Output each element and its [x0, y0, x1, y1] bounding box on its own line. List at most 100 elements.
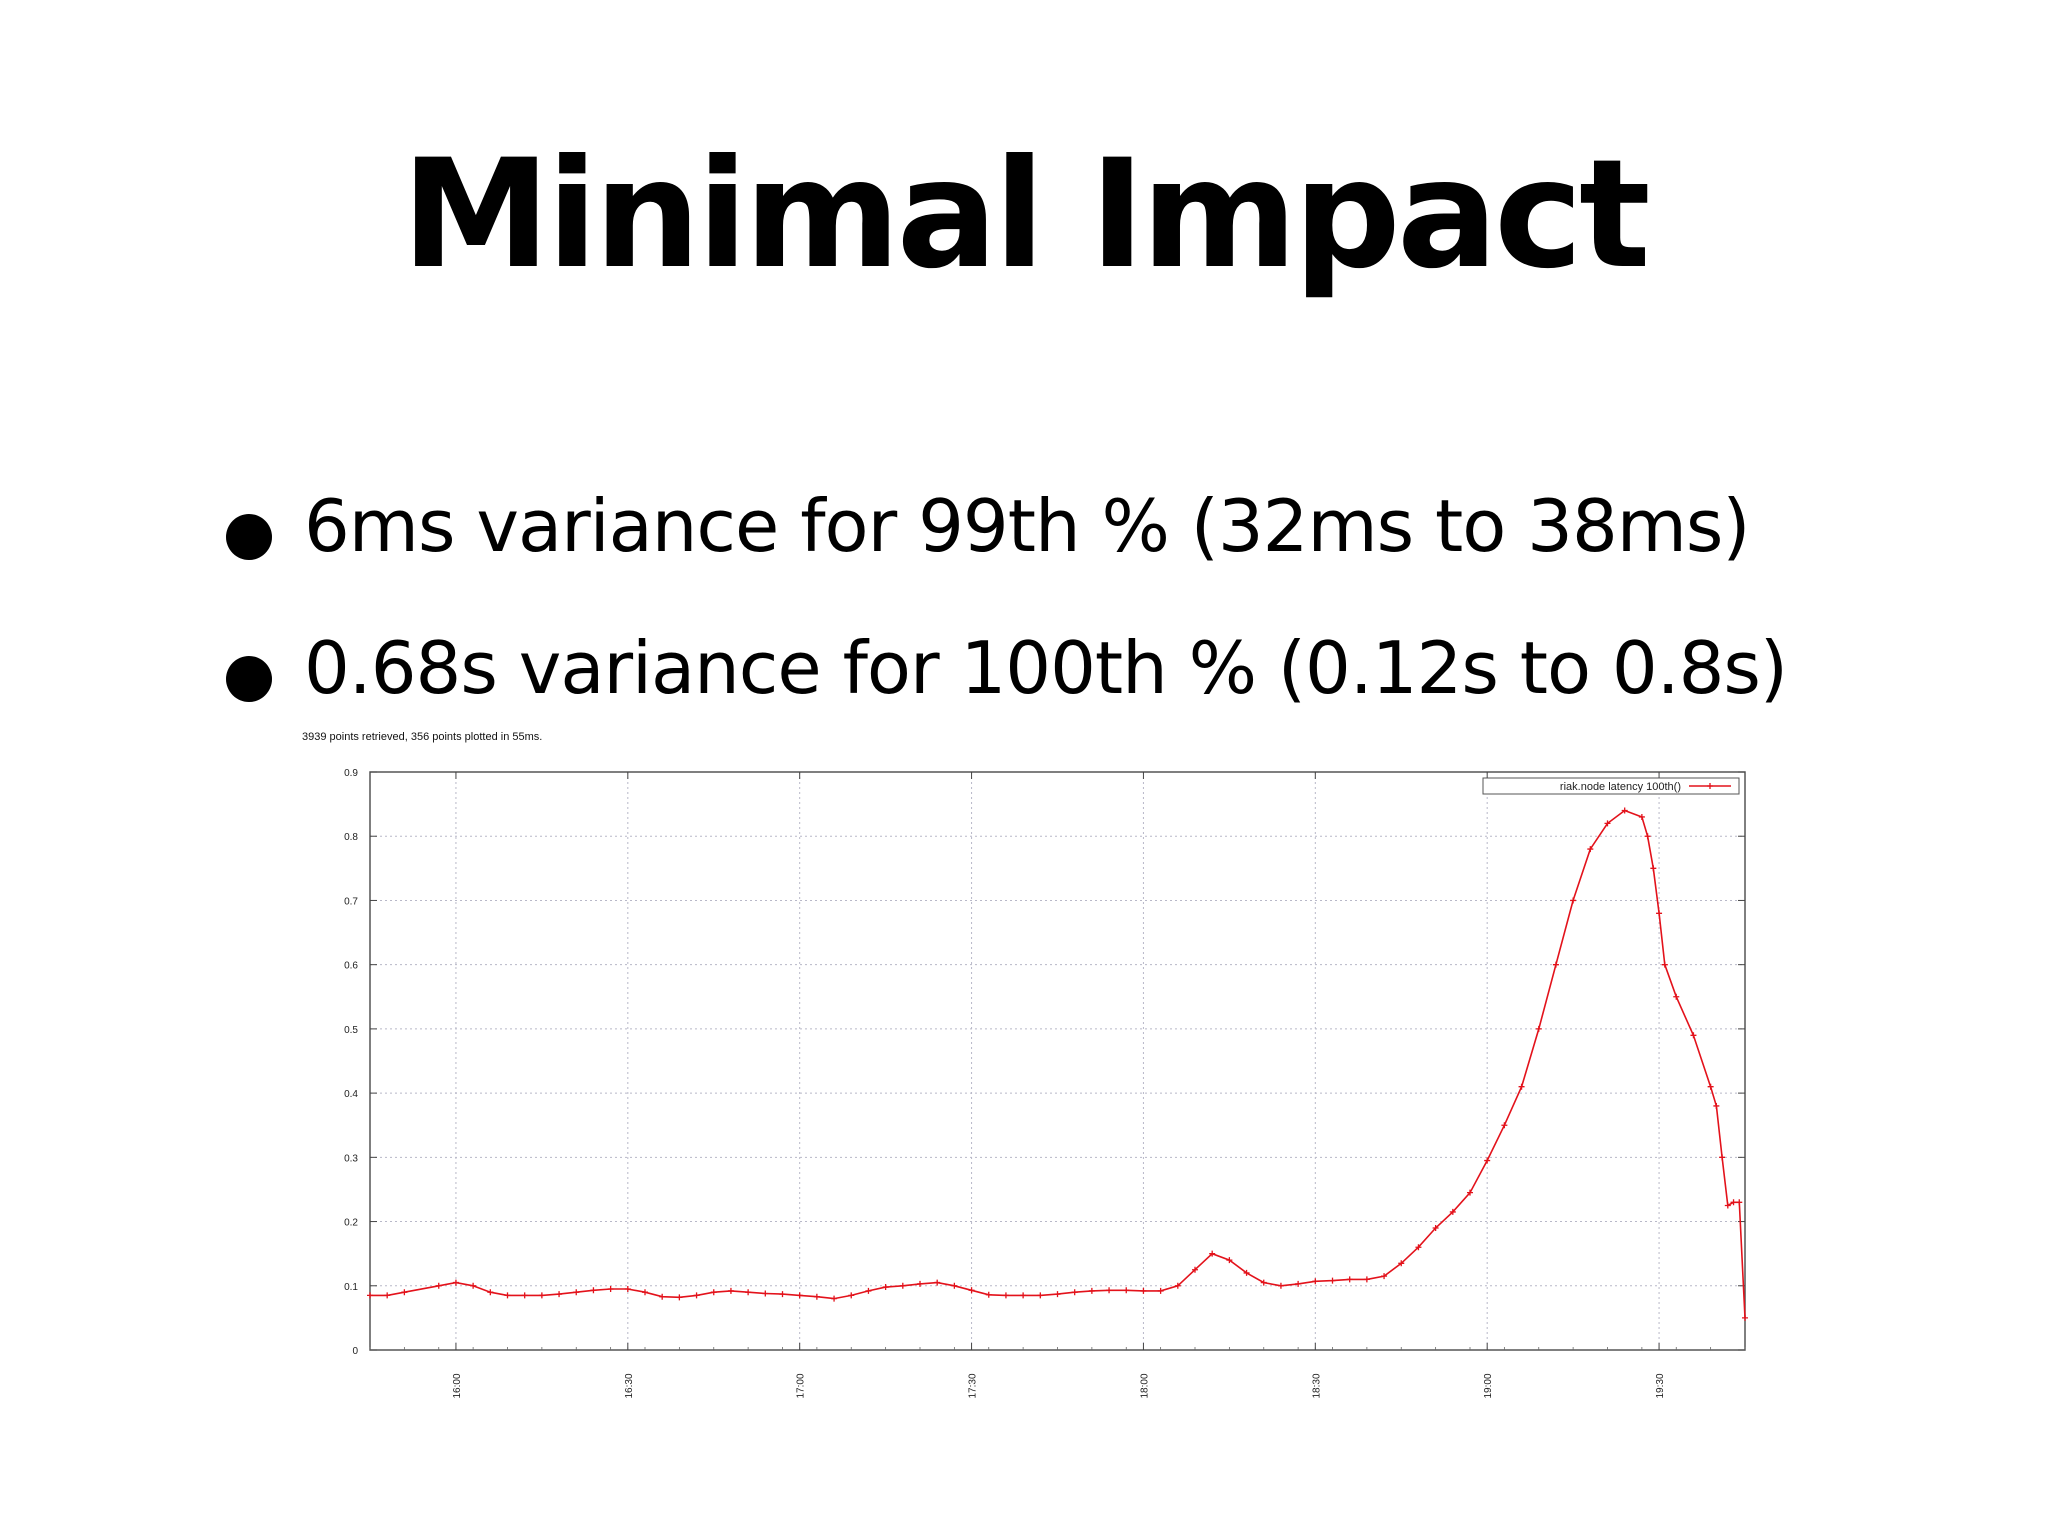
y-tick-label: 0.3 — [344, 1153, 358, 1164]
data-point — [1381, 1273, 1388, 1280]
latency-chart-svg: 3939 points retrieved, 356 points plotte… — [302, 731, 1748, 1399]
data-point — [745, 1289, 752, 1296]
slide-title: Minimal Impact — [401, 128, 1650, 302]
data-point — [1295, 1280, 1302, 1287]
data-point — [1398, 1260, 1405, 1267]
bullet-text: 6ms variance for 99th % (32ms to 38ms) — [304, 484, 1751, 568]
data-point — [573, 1289, 580, 1296]
data-point — [1650, 865, 1657, 872]
y-tick-label: 0.9 — [344, 768, 358, 779]
legend-label: riak.node latency 100th() — [1560, 781, 1681, 793]
data-point — [590, 1287, 597, 1294]
data-point — [779, 1291, 786, 1298]
y-tick-label: 0 — [352, 1346, 358, 1357]
data-point — [1730, 1199, 1737, 1206]
data-point — [521, 1292, 528, 1299]
data-point — [1415, 1244, 1422, 1251]
data-point — [1661, 961, 1668, 968]
data-point — [1570, 897, 1577, 904]
bullet-item: 6ms variance for 99th % (32ms to 38ms) — [222, 490, 2022, 632]
x-tick-label: 19:00 — [1483, 1373, 1494, 1398]
legend-marker — [1707, 783, 1713, 789]
data-point — [934, 1279, 941, 1286]
data-point — [1140, 1287, 1147, 1294]
data-point — [659, 1293, 666, 1300]
data-point — [1329, 1277, 1336, 1284]
data-point — [1535, 1025, 1542, 1032]
bullet-text: 0.68s variance for 100th % (0.12s to 0.8… — [304, 626, 1788, 710]
data-point — [1002, 1292, 1009, 1299]
data-point — [1690, 1032, 1697, 1039]
chart-series — [367, 807, 1748, 1321]
y-tick-label: 0.5 — [344, 1025, 358, 1036]
data-point — [607, 1285, 614, 1292]
data-point — [367, 1292, 373, 1299]
data-point — [1673, 993, 1680, 1000]
data-point — [968, 1287, 975, 1294]
data-point — [1467, 1189, 1473, 1196]
latency-chart: 3939 points retrieved, 356 points plotte… — [290, 722, 1760, 1402]
x-tick-label: 18:30 — [1311, 1373, 1322, 1398]
data-point — [1363, 1276, 1370, 1283]
data-point — [951, 1282, 958, 1289]
data-point — [1501, 1122, 1508, 1129]
data-point — [1656, 910, 1663, 917]
data-point — [384, 1292, 391, 1299]
chart-ticks: 0 0.1 0.2 0.3 0.4 0.5 0.6 0.7 0.8 0.9 16:00 16:30 17… — [344, 768, 1746, 1399]
data-point — [1209, 1250, 1216, 1257]
x-tick-label: 16:00 — [452, 1373, 463, 1398]
data-point — [1638, 813, 1645, 820]
data-point — [504, 1292, 511, 1299]
data-point — [1621, 807, 1628, 814]
chart-caption: 3939 points retrieved, 356 points plotte… — [302, 731, 542, 743]
data-point — [985, 1291, 992, 1298]
y-tick-label: 0.7 — [344, 896, 358, 907]
data-point — [487, 1289, 494, 1296]
data-point — [1312, 1278, 1319, 1285]
data-point — [1037, 1292, 1044, 1299]
bullet-item: 0.68s variance for 100th % (0.12s to 0.8… — [222, 632, 2022, 774]
data-point — [1719, 1154, 1726, 1161]
data-point — [899, 1282, 906, 1289]
data-point — [1346, 1276, 1353, 1283]
data-point — [1243, 1269, 1250, 1276]
data-point — [831, 1295, 838, 1302]
data-point — [1260, 1279, 1267, 1286]
data-point — [624, 1285, 631, 1292]
data-point — [401, 1289, 408, 1296]
data-point — [642, 1289, 648, 1296]
chart-grid — [370, 772, 1745, 1350]
data-point — [1157, 1287, 1164, 1294]
data-point — [1071, 1289, 1078, 1296]
data-point — [1736, 1199, 1743, 1206]
plot-frame — [369, 771, 1746, 1351]
data-point — [1724, 1202, 1731, 1209]
data-point — [1192, 1266, 1198, 1273]
data-point — [1174, 1282, 1181, 1289]
data-point — [556, 1291, 563, 1298]
data-point — [1518, 1083, 1525, 1090]
data-point — [1713, 1102, 1720, 1109]
chart-legend: riak.node latency 100th() — [1482, 777, 1740, 795]
data-point — [1123, 1287, 1130, 1294]
data-point — [470, 1282, 477, 1289]
y-tick-label: 0.8 — [344, 832, 358, 843]
data-point — [1604, 820, 1611, 827]
data-point — [538, 1292, 545, 1299]
data-point — [1226, 1257, 1233, 1264]
x-tick-label: 19:30 — [1655, 1373, 1666, 1398]
data-point — [882, 1284, 889, 1291]
data-point — [1106, 1287, 1113, 1294]
data-point — [917, 1280, 923, 1287]
y-tick-label: 0.2 — [344, 1218, 358, 1229]
data-point — [1020, 1292, 1027, 1299]
data-point — [1277, 1282, 1284, 1289]
data-point — [1088, 1287, 1095, 1294]
data-point — [865, 1287, 872, 1294]
data-point — [710, 1289, 717, 1296]
x-tick-label: 16:30 — [624, 1373, 635, 1398]
data-point — [1644, 833, 1651, 840]
data-point — [693, 1292, 700, 1299]
data-point — [813, 1293, 820, 1300]
data-point — [848, 1292, 855, 1299]
